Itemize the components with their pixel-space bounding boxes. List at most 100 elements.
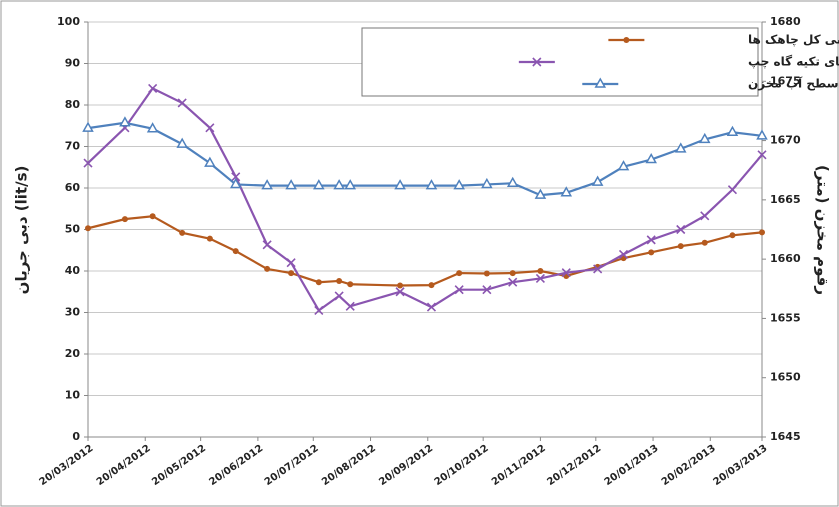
marker [397, 282, 404, 289]
marker [482, 285, 492, 295]
y2-tick-label: 1680 [770, 15, 801, 28]
marker [701, 239, 708, 246]
marker [315, 279, 322, 286]
marker [262, 240, 272, 250]
y2-axis-title: رقوم مخزن (متر) [814, 165, 832, 295]
marker [756, 129, 768, 140]
marker [146, 122, 159, 133]
legend-label: دبی کل چشمه های تکیه گاه چپ [748, 55, 839, 69]
marker [759, 229, 765, 236]
marker [83, 158, 93, 168]
marker [456, 270, 463, 277]
marker [674, 142, 687, 153]
marker [481, 177, 493, 189]
marker [537, 268, 544, 274]
y2-tick-label: 1670 [770, 134, 801, 147]
marker [509, 270, 516, 277]
legend-marker [532, 57, 542, 67]
marker [345, 301, 355, 311]
marker [314, 305, 324, 315]
y2-tick-label: 1665 [770, 193, 801, 206]
marker [534, 188, 547, 199]
legend-label: دبی کل چاهک ها [748, 33, 839, 47]
y-tick-label: 90 [65, 57, 81, 70]
y-tick-label: 100 [57, 15, 80, 28]
marker [677, 243, 684, 250]
marker [344, 179, 356, 190]
marker [313, 179, 325, 190]
marker [121, 216, 128, 223]
y-tick-label: 10 [65, 389, 81, 402]
marker [700, 211, 710, 221]
marker [757, 150, 767, 160]
marker [535, 273, 545, 284]
marker [454, 285, 464, 295]
marker [206, 235, 213, 242]
marker [648, 249, 655, 256]
y2-tick-label: 1645 [770, 430, 801, 443]
marker [285, 179, 297, 190]
y-tick-label: 20 [65, 347, 81, 360]
marker [395, 287, 405, 297]
marker [508, 277, 518, 287]
marker [286, 258, 296, 268]
y-tick-label: 0 [72, 430, 80, 443]
marker [149, 213, 156, 220]
marker [646, 235, 656, 245]
marker [698, 132, 711, 144]
marker [729, 232, 736, 239]
legend-marker [623, 37, 630, 43]
marker [428, 282, 435, 289]
y2-tick-label: 1655 [770, 311, 801, 324]
marker [506, 176, 519, 188]
marker [727, 185, 738, 195]
y-tick-label: 50 [65, 223, 81, 236]
marker [426, 302, 437, 312]
legend-label: رقوم سطح آب مخزن [748, 76, 839, 92]
marker [334, 291, 344, 301]
y-tick-label: 40 [65, 264, 81, 277]
marker [148, 83, 158, 93]
marker [394, 179, 406, 190]
marker [288, 270, 295, 277]
marker [204, 156, 216, 167]
y-tick-label: 70 [65, 140, 81, 153]
marker [231, 172, 241, 182]
marker [483, 270, 490, 277]
y-tick-label: 80 [65, 98, 81, 111]
marker [618, 249, 629, 259]
marker [617, 160, 630, 171]
marker [119, 116, 131, 127]
y2-tick-label: 1675 [770, 74, 801, 87]
marker [261, 179, 273, 190]
marker [591, 175, 604, 186]
y-axis-title: دبی جریان (lit/s) [13, 166, 31, 295]
legend-marker [594, 77, 607, 88]
marker [645, 153, 657, 164]
marker [85, 225, 91, 232]
marker [176, 137, 188, 148]
y-tick-label: 30 [65, 306, 81, 319]
marker [453, 179, 465, 190]
marker [264, 265, 271, 272]
marker [347, 281, 354, 288]
y2-tick-label: 1650 [770, 371, 801, 384]
marker [205, 123, 215, 133]
marker [179, 229, 186, 236]
marker [333, 179, 345, 190]
marker [82, 121, 94, 132]
marker [336, 277, 343, 284]
marker [676, 224, 686, 235]
marker [593, 264, 603, 274]
marker [232, 248, 239, 255]
marker [425, 179, 438, 190]
y-tick-label: 60 [65, 181, 81, 194]
y2-tick-label: 1660 [770, 252, 801, 265]
marker [726, 125, 739, 137]
legend-box [361, 27, 759, 97]
marker [561, 268, 571, 278]
marker [177, 98, 187, 108]
marker [229, 177, 242, 189]
marker [560, 186, 573, 197]
